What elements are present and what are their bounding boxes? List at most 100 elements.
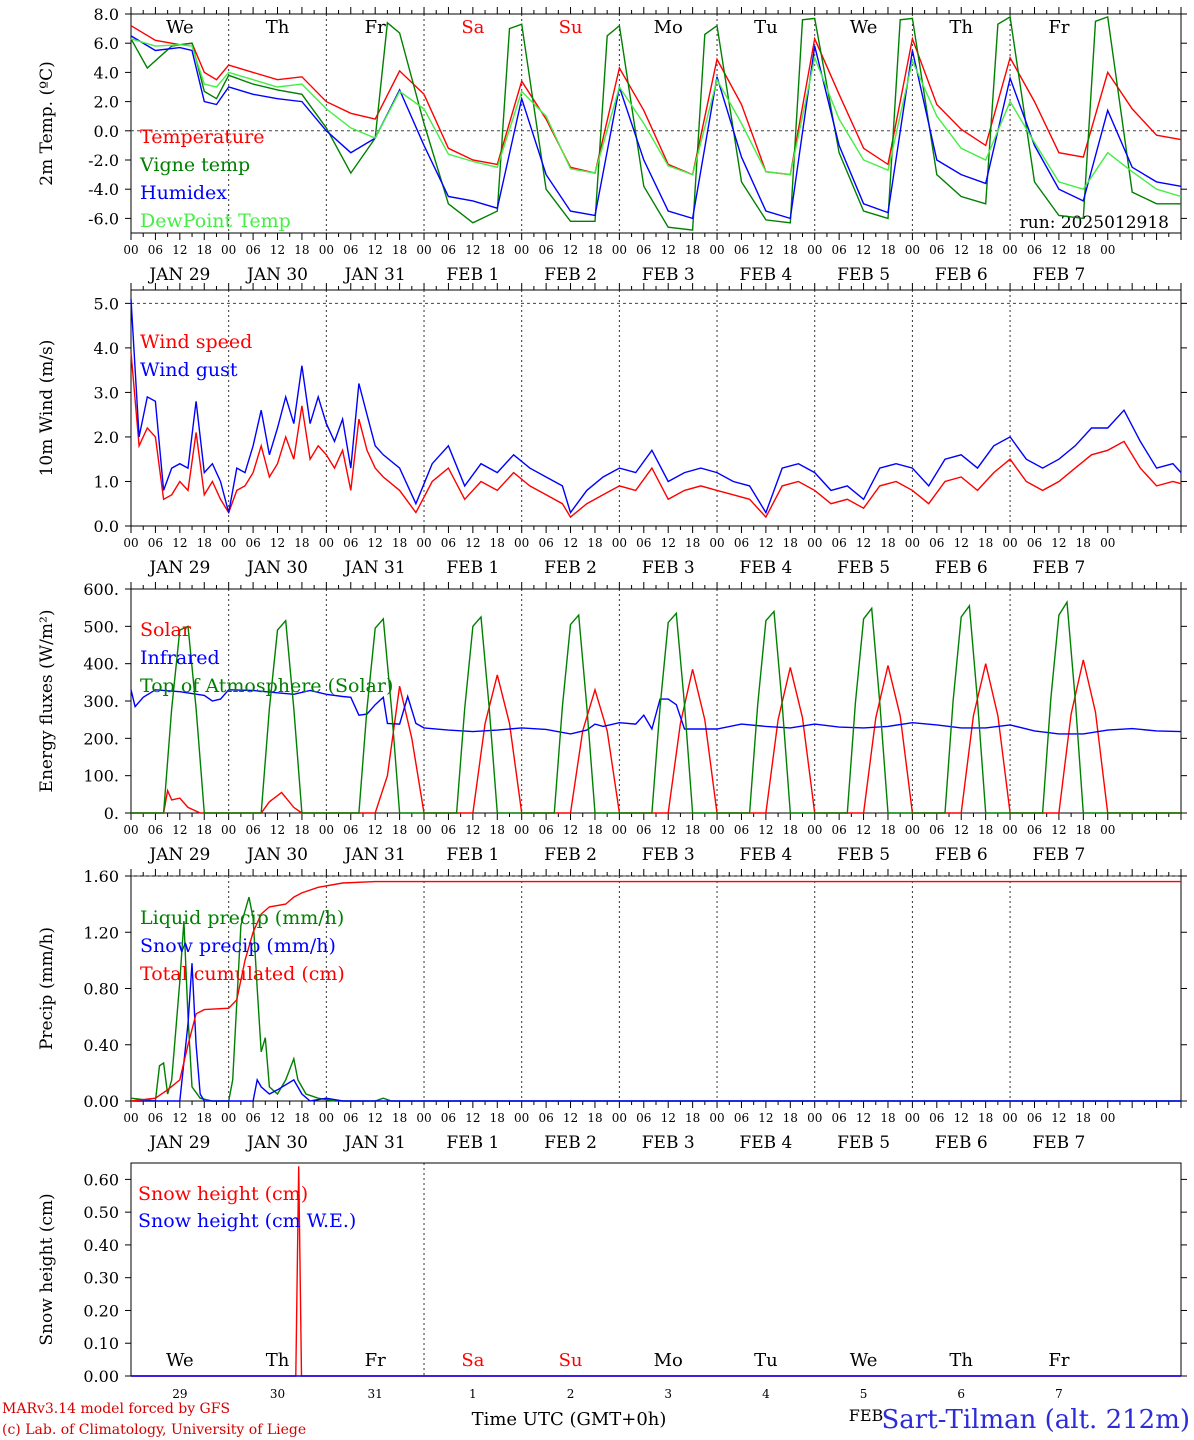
hour-tick-label: 18 [587, 1111, 602, 1125]
hour-tick-label: 12 [856, 823, 871, 837]
legend-entry: Infrared [140, 647, 220, 669]
hour-tick-label: 06 [441, 1111, 456, 1125]
hour-tick-label: 12 [758, 243, 773, 257]
hour-tick-label: 06 [245, 1111, 260, 1125]
hour-tick-label: 00 [807, 536, 822, 550]
hour-tick-label: 06 [734, 536, 749, 550]
hour-tick-label: 12 [172, 823, 187, 837]
day-number-label: 5 [860, 1387, 868, 1401]
hour-tick-label: 18 [880, 536, 895, 550]
legend-entry: Wind gust [140, 359, 238, 381]
day-label: FEB 4 [739, 558, 792, 578]
hour-tick-label: 06 [831, 536, 846, 550]
weekday-label: Sa [461, 17, 484, 38]
y-tick-label: 4.0 [94, 339, 119, 358]
hour-tick-label: 12 [368, 536, 383, 550]
hour-tick-label: 06 [441, 243, 456, 257]
hour-tick-label: 00 [1002, 536, 1017, 550]
hour-tick-label: 00 [807, 823, 822, 837]
hour-tick-label: 06 [734, 243, 749, 257]
legend-entry: Top of Atmosphere (Solar) [140, 675, 393, 697]
hour-tick-label: 00 [221, 243, 236, 257]
y-tick-label: 200. [83, 729, 119, 748]
energy-series-top-of-atmosphere-solar [131, 599, 1181, 814]
hour-tick-label: 18 [490, 536, 505, 550]
hour-tick-label: 00 [612, 243, 627, 257]
hour-tick-label: 12 [1051, 536, 1066, 550]
y-tick-label: 0.0 [94, 517, 119, 536]
legend-entry: Wind speed [140, 331, 252, 353]
hour-tick-label: 18 [978, 243, 993, 257]
day-label: JAN 31 [343, 845, 406, 865]
hour-tick-label: 00 [221, 536, 236, 550]
hour-tick-label: 12 [856, 536, 871, 550]
y-tick-label: 0. [104, 804, 119, 823]
hour-tick-label: 06 [538, 1111, 553, 1125]
hour-tick-label: 12 [661, 243, 676, 257]
legend-entry: DewPoint Temp [140, 210, 291, 232]
weekday-label: Fr [1048, 17, 1069, 38]
hour-tick-label: 18 [197, 1111, 212, 1125]
hour-tick-label: 00 [514, 243, 529, 257]
weekday-label: Sa [461, 1350, 484, 1371]
hour-tick-label: 18 [490, 1111, 505, 1125]
temperature-series-vigne-temp [130, 15, 1181, 231]
hour-tick-label: 06 [538, 823, 553, 837]
hour-tick-label: 12 [563, 1111, 578, 1125]
hour-tick-label: 00 [1100, 1111, 1115, 1125]
y-tick-label: -4.0 [88, 180, 119, 199]
wind-panel: 0.0 1.0 2.0 3.0 4.0 5.0 10m Wind (m/s) 00 06 12 18… [37, 283, 1187, 578]
day-label: FEB 3 [642, 845, 695, 865]
y-tick-label: 6.0 [94, 34, 119, 53]
hour-tick-label: 06 [1027, 536, 1042, 550]
y-tick-label: 3.0 [94, 383, 119, 402]
hour-tick-label: 18 [392, 243, 407, 257]
hour-tick-label: 06 [245, 823, 260, 837]
run-label: run: 2025012918 [1020, 213, 1169, 233]
precip-panel: 0.00 0.40 0.80 1.20 1.60 Precip (mm/h) 00 06 12 1… [37, 867, 1187, 1153]
hour-tick-label: 12 [172, 536, 187, 550]
snow-y-axis-title: Snow height (cm) [37, 1193, 57, 1345]
day-number-label: 2 [567, 1387, 575, 1401]
day-number-label: 30 [270, 1387, 285, 1401]
legend-entry: Humidex [140, 182, 227, 204]
hour-tick-label: 00 [905, 536, 920, 550]
hour-tick-label: 12 [661, 1111, 676, 1125]
day-number-label: 6 [957, 1387, 965, 1401]
hour-tick-label: 18 [685, 536, 700, 550]
hour-tick-label: 18 [294, 823, 309, 837]
weekday-label: Th [266, 17, 290, 38]
weekday-label: We [166, 1350, 194, 1371]
hour-tick-label: 18 [783, 823, 798, 837]
weekday-label: We [166, 17, 194, 38]
day-label: FEB 2 [544, 558, 597, 578]
y-tick-label: 100. [83, 767, 119, 786]
y-tick-label: 1.20 [83, 923, 119, 942]
day-label: FEB 7 [1032, 845, 1085, 865]
hour-tick-label: 06 [734, 823, 749, 837]
hour-tick-label: 00 [612, 1111, 627, 1125]
hour-tick-label: 06 [538, 243, 553, 257]
y-tick-label: 400. [83, 655, 119, 674]
hour-tick-label: 12 [661, 536, 676, 550]
hour-tick-label: 06 [148, 536, 163, 550]
hour-tick-label: 18 [1076, 243, 1091, 257]
wind-series-wind-gust [130, 298, 1182, 515]
hour-tick-label: 00 [1002, 1111, 1017, 1125]
hour-tick-label: 18 [685, 243, 700, 257]
hour-tick-label: 06 [831, 243, 846, 257]
hour-tick-label: 18 [490, 243, 505, 257]
y-tick-label: 0.50 [83, 1203, 119, 1222]
hour-tick-label: 18 [978, 823, 993, 837]
day-label: JAN 31 [343, 558, 406, 578]
hour-tick-label: 18 [294, 243, 309, 257]
legend-entry: Solar [140, 619, 192, 641]
day-label: JAN 30 [245, 265, 308, 285]
hour-tick-label: 00 [514, 1111, 529, 1125]
hour-tick-label: 06 [441, 536, 456, 550]
hour-tick-label: 18 [1076, 1111, 1091, 1125]
day-label: FEB 3 [642, 558, 695, 578]
energy-y-axis-title: Energy fluxes (W/m²) [37, 610, 57, 793]
day-label: FEB 7 [1032, 558, 1085, 578]
